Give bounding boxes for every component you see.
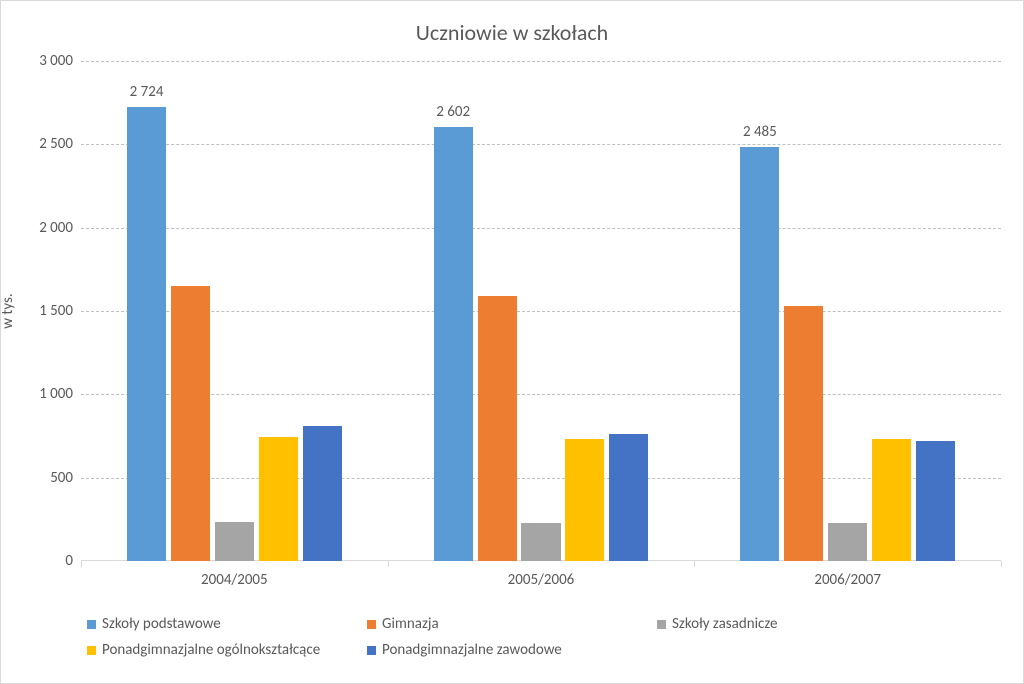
bar xyxy=(916,441,955,561)
y-tick-label: 2 000 xyxy=(18,219,73,237)
bar xyxy=(303,426,342,561)
legend-label: Szkoły zasadnicze xyxy=(672,615,777,633)
bar xyxy=(215,522,254,561)
legend-swatch xyxy=(657,620,666,629)
bar xyxy=(127,107,166,561)
legend-item: Gimnazja xyxy=(367,611,647,637)
bar-value-label: 2 485 xyxy=(743,123,777,141)
legend-swatch xyxy=(87,646,96,655)
gridline xyxy=(81,394,1001,395)
legend-item: Szkoły podstawowe xyxy=(87,611,357,637)
bar xyxy=(872,439,911,561)
y-tick-label: 0 xyxy=(18,552,73,570)
bar xyxy=(434,127,473,561)
chart-title: Uczniowie w szkołach xyxy=(1,19,1023,46)
bar xyxy=(171,286,210,561)
legend-label: Ponadgimnazjalne ogólnokształcące xyxy=(102,641,320,659)
x-tick-mark xyxy=(388,561,389,567)
gridline xyxy=(81,478,1001,479)
bar xyxy=(609,434,648,561)
bar xyxy=(565,439,604,562)
x-tick-label: 2005/2006 xyxy=(388,571,695,589)
legend-item: Ponadgimnazjalne zawodowe xyxy=(367,637,647,663)
bar xyxy=(259,437,298,561)
bar xyxy=(478,296,517,561)
x-tick-label: 2006/2007 xyxy=(694,571,1001,589)
gridline xyxy=(81,228,1001,229)
y-tick-label: 1 000 xyxy=(18,385,73,403)
x-tick-mark xyxy=(81,561,82,567)
legend-label: Gimnazja xyxy=(382,615,439,633)
bar-value-label: 2 724 xyxy=(130,83,164,101)
gridline xyxy=(81,144,1001,145)
x-tick-mark xyxy=(694,561,695,567)
y-tick-label: 1 500 xyxy=(18,302,73,320)
bar xyxy=(521,523,560,561)
legend-item: Szkoły zasadnicze xyxy=(657,611,917,637)
legend-label: Ponadgimnazjalne zawodowe xyxy=(382,641,562,659)
legend-swatch xyxy=(87,620,96,629)
y-axis-title: w tys. xyxy=(0,293,17,328)
bar xyxy=(740,147,779,561)
bar-value-label: 2 602 xyxy=(436,103,470,121)
y-tick-label: 3 000 xyxy=(18,52,73,70)
legend-label: Szkoły podstawowe xyxy=(102,615,221,633)
plot-area: 05001 0001 5002 0002 5003 0002004/20052 … xyxy=(81,61,1001,561)
legend: Szkoły podstawowe Gimnazja Szkoły zasadnic… xyxy=(87,611,997,663)
legend-swatch xyxy=(367,646,376,655)
legend-item: Ponadgimnazjalne ogólnokształcące xyxy=(87,637,357,663)
y-tick-label: 500 xyxy=(18,469,73,487)
legend-swatch xyxy=(367,620,376,629)
y-tick-label: 2 500 xyxy=(18,135,73,153)
bar xyxy=(784,306,823,561)
gridline xyxy=(81,311,1001,312)
bar xyxy=(828,523,867,561)
gridline xyxy=(81,61,1001,62)
x-tick-label: 2004/2005 xyxy=(81,571,388,589)
x-tick-mark xyxy=(1001,561,1002,567)
